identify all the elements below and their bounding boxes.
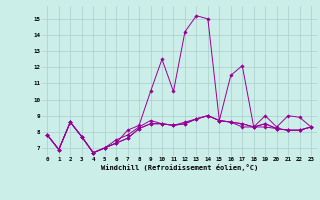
X-axis label: Windchill (Refroidissement éolien,°C): Windchill (Refroidissement éolien,°C) <box>100 164 258 171</box>
